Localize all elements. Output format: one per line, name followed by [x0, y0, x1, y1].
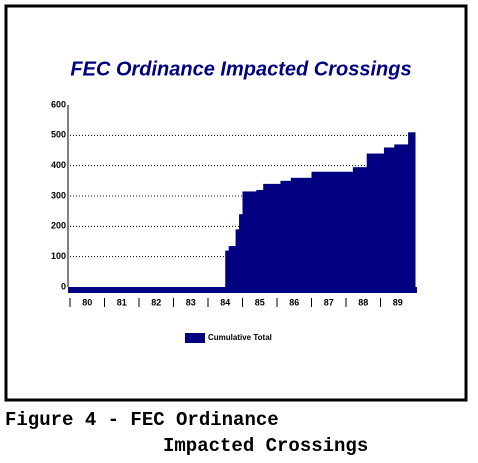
- legend-swatch: [185, 333, 205, 343]
- y-tick-label: 100: [51, 251, 66, 261]
- caption-line: Impacted Crossings: [163, 435, 368, 457]
- y-tick-label: 400: [51, 160, 66, 170]
- frame: [4, 4, 468, 402]
- chart-title: FEC Ordinance Impacted Crossings: [70, 58, 411, 80]
- step: [225, 250, 230, 287]
- y-tick-label: 500: [51, 130, 66, 140]
- step: [228, 246, 237, 287]
- x-tick-label: 84: [220, 297, 230, 307]
- step: [242, 191, 257, 287]
- step: [263, 183, 281, 287]
- x-tick-label: 88: [358, 297, 368, 307]
- y-tick-label: 0: [61, 281, 66, 291]
- step: [366, 153, 385, 287]
- x-tick-label: 86: [289, 297, 299, 307]
- step: [408, 132, 416, 287]
- step: [352, 167, 368, 287]
- caption-line: Figure 4 - FEC Ordinance: [5, 409, 279, 431]
- legend-label: Cumulative Total: [208, 333, 272, 342]
- x-tick-label: 87: [324, 297, 334, 307]
- step: [290, 177, 312, 287]
- step: [311, 171, 354, 287]
- x-tick-label: 82: [151, 297, 161, 307]
- y-tick-label: 600: [51, 99, 66, 109]
- y-tick-label: 200: [51, 221, 66, 231]
- y-tick-label: 300: [51, 190, 66, 200]
- step: [383, 147, 395, 287]
- step: [235, 229, 240, 287]
- step: [239, 214, 243, 287]
- x-tick-label: 81: [117, 297, 127, 307]
- x-tick-label: 83: [186, 297, 196, 307]
- x-tick-label: 89: [393, 297, 403, 307]
- x-tick-label: 85: [255, 297, 265, 307]
- step: [394, 144, 409, 287]
- step: [256, 189, 264, 287]
- x-axis-band: [68, 287, 417, 293]
- x-tick-label: 80: [82, 297, 92, 307]
- step: [280, 180, 292, 287]
